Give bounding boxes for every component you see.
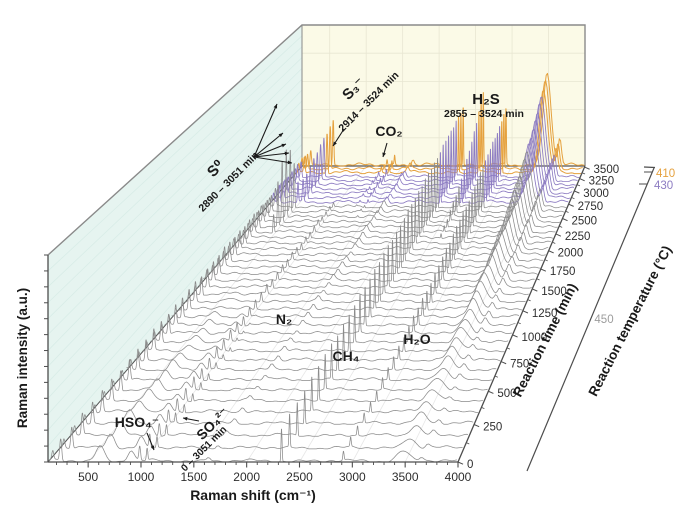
spectra — [47, 72, 585, 463]
arrowhead — [278, 133, 283, 138]
time-tick-label: 1000 — [522, 332, 548, 344]
spectrum-row — [69, 402, 469, 437]
arrowhead — [333, 141, 337, 146]
spectrum-row — [134, 324, 501, 362]
x-tick-label: 500 — [78, 470, 98, 484]
spectrum-row — [117, 343, 493, 381]
annotation-ch4: CH₄ — [333, 348, 360, 364]
spectrum-row — [249, 178, 558, 229]
spectrum-row — [157, 294, 512, 335]
y-axis: Raman intensity (a.u.) — [15, 254, 49, 463]
spectrum-row — [266, 151, 567, 209]
temp-label-410: 410 — [656, 168, 675, 180]
spectrum-row — [214, 225, 541, 269]
x-tick-label: 2000 — [233, 470, 260, 484]
time-tick-label: 1250 — [532, 308, 558, 320]
x-tick-label: 2500 — [286, 470, 313, 484]
annotation-h2s-range: 2855 – 3524 min — [444, 108, 524, 120]
spectrum-row — [191, 252, 529, 296]
spectrum-row — [285, 112, 576, 187]
x-axis: 500 1000 1500 2000 2500 3000 3500 4000 Raman shi… — [48, 461, 472, 503]
annotation-n2: N₂ — [276, 311, 292, 327]
x-tick-label: 4000 — [445, 470, 472, 484]
left-wall — [47, 25, 303, 463]
time-tick-label: 2000 — [558, 248, 584, 260]
spectrum-row — [126, 335, 497, 371]
spectrum-row — [235, 197, 551, 245]
spectrum-row — [90, 376, 479, 414]
x-tick-label: 3500 — [392, 470, 419, 484]
spectrum-row — [184, 262, 526, 303]
time-tick-label: 3500 — [594, 164, 620, 176]
spectrum-row — [239, 190, 554, 239]
spectrum-row — [203, 240, 535, 282]
arrowhead — [273, 104, 278, 109]
arrowhead — [382, 152, 386, 157]
spectrum-row — [262, 149, 565, 213]
time-tick-label: 3250 — [589, 176, 615, 188]
time-tick-label: 2250 — [565, 231, 591, 243]
time-tick-label: 3000 — [583, 188, 609, 200]
time-tick-label: 0 — [467, 459, 473, 471]
time-tick-label: 250 — [483, 421, 502, 433]
time-tick-label: 1750 — [550, 266, 576, 278]
x-tick-label: 3000 — [339, 470, 366, 484]
spectrum-row — [150, 305, 509, 344]
annotation-h2s: H₂S — [472, 91, 500, 108]
spectrum-row — [269, 143, 569, 204]
annotation-hso4: HSO₄⁻ — [115, 414, 159, 430]
arrowhead — [281, 143, 286, 148]
annotation-h2o: H₂O — [403, 331, 430, 347]
spectrum-row — [197, 245, 532, 289]
time-tick-label: 750 — [510, 359, 529, 371]
spectrum-row — [142, 314, 505, 353]
x-tick-label: 1000 — [128, 470, 155, 484]
time-tick-label: 2750 — [578, 201, 604, 213]
spectrum-row — [229, 204, 549, 251]
annotation-co2: CO₂ — [375, 123, 402, 139]
spectrum-row — [244, 186, 556, 234]
temp-label-450: 450 — [594, 314, 613, 326]
x-axis-title: Raman shift (cm⁻¹) — [190, 487, 316, 503]
spectrum-row — [225, 209, 546, 257]
x-tick-label: 1500 — [180, 470, 207, 484]
y-axis-title: Raman intensity (a.u.) — [15, 288, 30, 428]
arrowhead — [183, 416, 188, 421]
spectrum-row — [257, 149, 563, 218]
spectrum-row — [219, 218, 544, 263]
spectrum-row — [59, 413, 463, 450]
spectrum-row — [208, 231, 538, 275]
arrowhead — [150, 445, 155, 450]
spectrum-row — [164, 286, 516, 327]
time-tick-label: 1500 — [541, 286, 567, 298]
spectrum-row — [171, 278, 520, 319]
time-tick-label: 2500 — [571, 215, 597, 227]
spectrum-row — [109, 354, 488, 392]
spectrum-row — [99, 366, 484, 402]
spectrum-row — [178, 269, 523, 311]
temp-label-430: 430 — [654, 180, 673, 192]
arrowhead — [284, 151, 289, 156]
spectrum-row — [80, 390, 474, 425]
arrowhead — [287, 160, 292, 165]
spectrum-row — [253, 160, 561, 223]
time-tick-label: 500 — [497, 388, 516, 400]
